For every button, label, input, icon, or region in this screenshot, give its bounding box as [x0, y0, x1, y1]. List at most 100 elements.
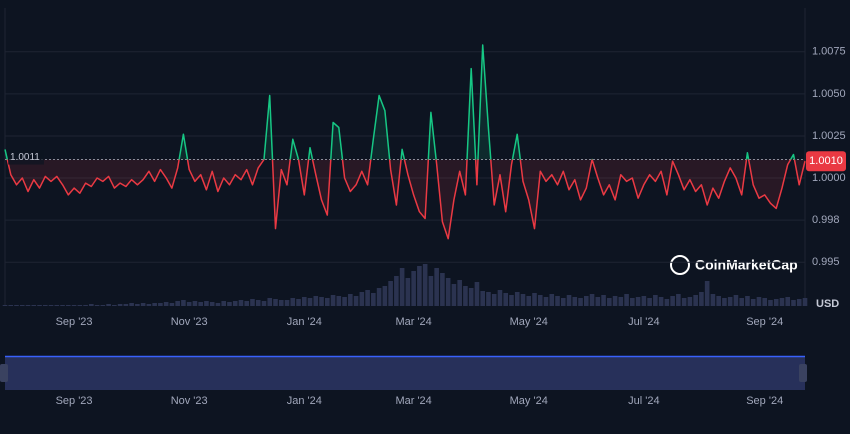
volume-bar — [422, 264, 428, 306]
navigator-handle[interactable] — [0, 364, 8, 382]
y-tick-label: 0.995 — [812, 256, 840, 268]
volume-bar — [135, 304, 140, 306]
volume-bar — [89, 304, 94, 306]
volume-bar — [359, 292, 365, 306]
volume-bar — [618, 297, 624, 306]
volume-bar — [572, 297, 578, 306]
volume-bar — [451, 284, 457, 306]
navigator-handle[interactable] — [799, 364, 807, 382]
volume-bar — [365, 290, 370, 306]
volume-bar — [330, 295, 336, 306]
volume-bar — [100, 305, 106, 306]
volume-bar — [428, 276, 434, 306]
volume-bar — [503, 293, 509, 306]
volume-bar — [457, 280, 462, 306]
volume-bar — [19, 305, 25, 306]
volume-bar — [313, 296, 319, 306]
volume-bar — [520, 294, 526, 306]
x-tick-label: Jul '24 — [628, 316, 659, 328]
volume-bar — [716, 296, 721, 306]
volume-bar — [209, 302, 215, 306]
watermark: CoinMarketCap — [670, 255, 798, 275]
volume-bar — [647, 298, 652, 306]
volume-bar — [296, 299, 301, 306]
currency-label: USD — [816, 298, 839, 310]
volume-bar — [348, 294, 353, 306]
volume-bar — [750, 299, 756, 306]
volume-bar — [48, 305, 54, 306]
volume-bar — [595, 297, 601, 306]
volume-bar — [152, 303, 157, 306]
volume-bar — [307, 298, 313, 306]
y-tick-label: 1.0050 — [812, 88, 846, 100]
volume-bar — [445, 278, 451, 306]
volume-bar — [710, 294, 716, 306]
y-tick-label: 1.0000 — [812, 172, 846, 184]
volume-bar — [376, 288, 382, 306]
volume-bar — [549, 294, 555, 306]
volume-bar — [319, 297, 324, 306]
volume-bar — [526, 296, 532, 306]
y-tick-label: 0.998 — [812, 214, 840, 226]
volume-bar — [468, 288, 474, 306]
volume-bar — [796, 299, 802, 306]
x-tick-label: Mar '24 — [395, 316, 431, 328]
volume-bar — [509, 295, 514, 306]
volume-bar — [382, 286, 388, 306]
volume-bar — [405, 278, 411, 306]
volume-bar — [722, 298, 727, 306]
volume-bar — [532, 293, 537, 306]
volume-bar — [434, 268, 439, 306]
volume-bar — [37, 305, 42, 306]
x-tick-label: May '24 — [510, 316, 548, 328]
volume-bar — [699, 292, 704, 306]
volume-bar — [635, 297, 641, 306]
volume-bar — [560, 298, 566, 306]
volume-bar — [693, 295, 698, 306]
volume-bar — [641, 296, 647, 306]
volume-bar — [60, 305, 65, 306]
volume-bar — [486, 292, 491, 306]
volume-bar — [589, 294, 595, 306]
volume-bar — [578, 298, 583, 306]
volume-bar — [739, 298, 744, 306]
volume-bar — [768, 300, 773, 306]
volume-bar — [353, 296, 359, 306]
volume-bar — [123, 304, 129, 306]
volume-bar — [146, 304, 152, 306]
volume-bar — [612, 296, 618, 306]
volume-bar — [175, 301, 180, 306]
volume-bar — [31, 305, 37, 306]
navigator-tick-label: Nov '23 — [171, 395, 208, 407]
volume-bar — [653, 295, 658, 306]
volume-bar — [676, 294, 681, 306]
volume-bar — [756, 297, 762, 306]
volume-bar — [630, 298, 635, 306]
volume-bar — [163, 302, 169, 306]
volume-bar — [2, 305, 8, 306]
volume-bar — [94, 305, 100, 306]
volume-bar — [704, 281, 710, 306]
volume-bar — [543, 297, 549, 306]
watermark-text: CoinMarketCap — [695, 257, 798, 273]
volume-bar — [388, 281, 393, 306]
navigator-tick-label: Jan '24 — [287, 395, 322, 407]
volume-bar — [261, 301, 267, 306]
volume-bar — [192, 301, 198, 306]
volume-bar — [802, 298, 808, 306]
navigator[interactable] — [5, 356, 805, 390]
volume-bar — [664, 299, 670, 306]
volume-bar — [325, 298, 330, 306]
volume-bar — [267, 298, 273, 306]
volume-bar — [658, 297, 664, 306]
volume-bar — [54, 305, 60, 306]
volume-bar — [215, 303, 221, 306]
volume-bar — [301, 297, 307, 306]
volume-bar — [83, 305, 88, 306]
volume-bar — [514, 292, 520, 306]
volume-bar — [186, 302, 192, 306]
volume-bar — [198, 302, 203, 306]
volume-bar — [601, 295, 606, 306]
volume-bar — [440, 273, 445, 306]
